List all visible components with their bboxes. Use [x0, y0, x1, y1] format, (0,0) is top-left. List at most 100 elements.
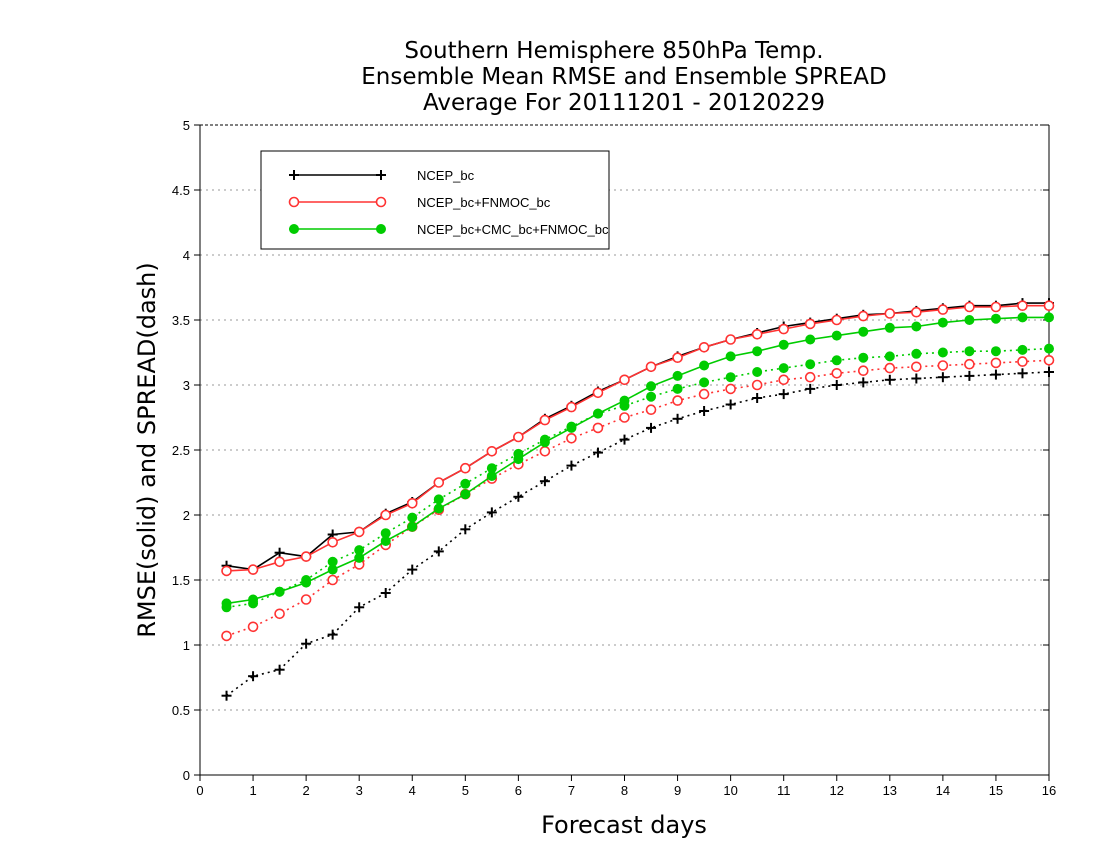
series-0-spread-point-5	[354, 602, 365, 613]
series-2-spread-point-28	[964, 346, 975, 357]
series-1-rmse-point-15	[619, 374, 630, 386]
x-tick-label-11: 11	[777, 783, 791, 798]
y-tick-label-5: 2.5	[172, 443, 190, 458]
series-1-rmse-point-10	[486, 445, 498, 457]
series-1-spread-point-15	[619, 412, 630, 423]
series-2-rmse-point-13	[566, 422, 577, 433]
series-1-spread-point-25	[884, 362, 896, 374]
series-1-rmse-point-13	[566, 401, 577, 413]
legend-item-1-label: NCEP_bc+FNMOC_bc	[417, 195, 551, 210]
chart-title-line-3: Average For 20111201 - 20120229	[423, 90, 825, 116]
series-2-rmse-point-29	[990, 313, 1001, 324]
series-2-spread-point-29	[990, 346, 1001, 357]
y-tick-label-2: 1	[183, 638, 190, 653]
series-1-rmse-point-28	[964, 301, 975, 313]
x-tick-label-8: 8	[621, 783, 628, 798]
series-1-rmse-point-21	[778, 323, 789, 335]
legend-item-1-marker-right	[375, 196, 387, 208]
series-0-spread-point-6	[380, 588, 391, 598]
series-1-rmse-point-26	[911, 306, 922, 318]
series-1-rmse-point-19	[725, 334, 736, 345]
legend-box	[260, 150, 610, 250]
series-0-spread-point-23	[831, 380, 842, 390]
series-1-rmse-point-16	[645, 361, 657, 373]
series-1-spread-point-23	[831, 367, 843, 379]
series-1-spread-point-13	[566, 432, 577, 444]
series-2-rmse-point-27	[937, 317, 948, 328]
series-1-rmse-point-23	[831, 314, 843, 326]
series-0-spread-point-25	[884, 374, 895, 385]
series-0-spread-point-4	[327, 629, 338, 640]
x-tick-label-3: 3	[356, 783, 363, 798]
series-0-spread-point-15	[619, 434, 630, 445]
series-2-rmse-point-19	[725, 351, 736, 362]
series-1-rmse-point-8	[433, 477, 445, 488]
series-0-spread-point-11	[513, 491, 524, 502]
series-2-rmse-point-12	[539, 437, 550, 448]
series-1-rmse-point-6	[380, 509, 392, 521]
series-0-spread-point-24	[858, 377, 869, 388]
legend-item-1-marker-left	[288, 196, 300, 208]
series-1-spread-point-17	[672, 395, 683, 406]
axes: 00.511.522.533.544.550 1 2 3 4 5 6 7 8 9 10 11 12 13 1…	[172, 118, 1056, 798]
series-2-rmse-point-14	[592, 408, 603, 419]
series-2-rmse-point-9	[460, 489, 471, 500]
series-1-rmse-point-24	[857, 310, 869, 322]
series-1-rmse-point-1	[247, 564, 259, 575]
x-tick-label-7: 7	[568, 783, 575, 798]
series-1-spread-point-30	[1017, 356, 1028, 367]
series-0-spread-point-22	[805, 383, 816, 394]
series-0-spread-point-16	[646, 422, 657, 433]
series-2-spread-point-24	[858, 352, 869, 363]
x-tick-label-6: 6	[515, 783, 522, 798]
series-0-spread-point-19	[725, 399, 736, 410]
y-tick-label-4: 2	[183, 508, 190, 523]
series-1-rmse-point-27	[937, 304, 949, 315]
series-1-spread-point-21	[778, 374, 789, 386]
series-2-rmse-point-23	[831, 330, 842, 341]
series-1-spread-point-1	[247, 621, 259, 633]
y-tick-label-7: 3.5	[172, 313, 190, 328]
chart-title-line-1: Southern Hemisphere 850hPa Temp.	[404, 38, 823, 64]
x-tick-label-5: 5	[462, 783, 469, 798]
series-2-rmse-point-4	[327, 564, 338, 575]
legend-item-2-label: NCEP_bc+CMC_bc+FNMOC_bc	[417, 222, 609, 237]
series-2-rmse-point-21	[778, 339, 789, 350]
series-0-spread-point-21	[778, 389, 789, 400]
series-2-spread-point-19	[725, 372, 736, 383]
series-2-rmse-point-3	[301, 577, 312, 588]
series-0-spread-point-12	[539, 476, 550, 487]
y-tick-label-1: 0.5	[172, 703, 190, 718]
x-tick-label-2: 2	[303, 783, 310, 798]
series-0-spread-point-26	[911, 373, 922, 384]
series	[221, 298, 1055, 701]
series-1-rmse-point-7	[406, 497, 418, 509]
x-tick-label-16: 16	[1042, 783, 1056, 798]
series-1-rmse-point-14	[592, 387, 604, 399]
series-0-spread-point-31	[1044, 367, 1054, 377]
x-tick-label-1: 1	[249, 783, 256, 798]
series-2-spread-point-18	[699, 377, 710, 388]
series-2-rmse-point-20	[752, 346, 763, 357]
series-1-spread-point-29	[990, 357, 1002, 369]
series-2-spread-point-30	[1017, 344, 1028, 355]
series-2-spread-point-31	[1044, 343, 1054, 354]
x-tick-label-12: 12	[830, 783, 844, 798]
series-1-rmse-line	[226, 304, 1049, 572]
x-tick-label-15: 15	[989, 783, 1003, 798]
series-1-rmse-point-18	[698, 341, 710, 353]
series-1-rmse-point-22	[804, 318, 816, 330]
series-2-rmse-point-30	[1017, 312, 1028, 323]
series-2-rmse-point-22	[805, 334, 816, 345]
series-1-rmse-point-29	[990, 301, 1002, 313]
series-2-spread-point-27	[937, 347, 948, 358]
series-2-rmse-point-26	[911, 321, 922, 332]
series-2-spread-point-8	[433, 494, 444, 505]
series-2-spread-point-25	[884, 351, 895, 362]
series-0-spread-point-9	[460, 524, 471, 535]
x-tick-label-14: 14	[936, 783, 950, 798]
series-0-spread-point-10	[486, 507, 497, 518]
y-tick-label-10: 5	[183, 118, 190, 133]
series-1-rmse-point-25	[884, 308, 896, 319]
